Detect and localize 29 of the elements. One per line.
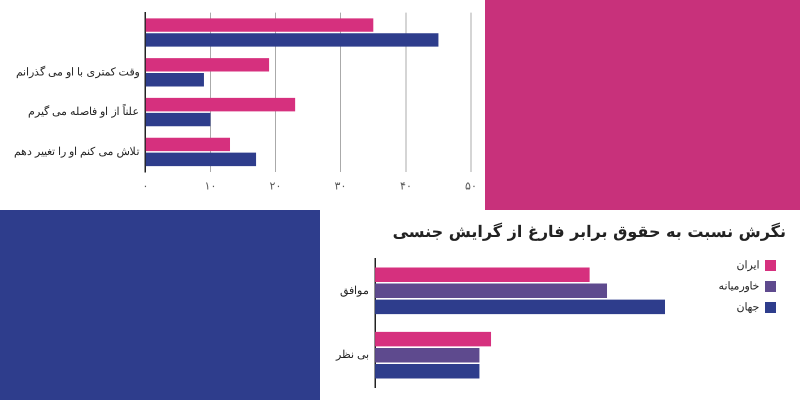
x-tick-label: ۵۰	[465, 180, 477, 192]
bar	[146, 73, 204, 86]
bar	[375, 267, 590, 282]
y-tick-label: بی نظر	[334, 349, 370, 362]
bar	[375, 364, 480, 379]
legend-label: خاورمیانه	[718, 280, 760, 293]
bar	[146, 112, 210, 126]
legend-label: جهان	[736, 302, 760, 314]
x-tick-label: ۱۰	[204, 180, 216, 192]
bar	[146, 58, 270, 72]
y-tick-label: علناً از او فاصله می گیرم	[28, 103, 140, 118]
y-tick-label: وقت کمتری با او می گذرانم	[16, 65, 140, 78]
legend-label: ایران	[736, 260, 760, 272]
bar	[146, 98, 296, 112]
bar	[375, 300, 666, 314]
x-tick-label: ۲۰	[270, 180, 282, 192]
bar	[146, 33, 438, 47]
bar	[375, 332, 492, 346]
bar	[146, 138, 230, 152]
bar	[375, 284, 608, 298]
x-tick-label: ۰	[142, 180, 148, 192]
x-tick-label: ۳۰	[334, 180, 347, 192]
bar	[146, 152, 256, 166]
chart-title: نگرش نسبت به حقوق برابر فارغ از گرایش جنسی	[392, 221, 787, 243]
y-tick-label: تلاش می کنم او را تغییر دهم	[14, 146, 140, 158]
y-tick-label: موافق	[340, 284, 370, 297]
bar	[146, 18, 374, 32]
x-tick-label: ۴۰	[400, 180, 412, 192]
bar	[375, 348, 480, 362]
